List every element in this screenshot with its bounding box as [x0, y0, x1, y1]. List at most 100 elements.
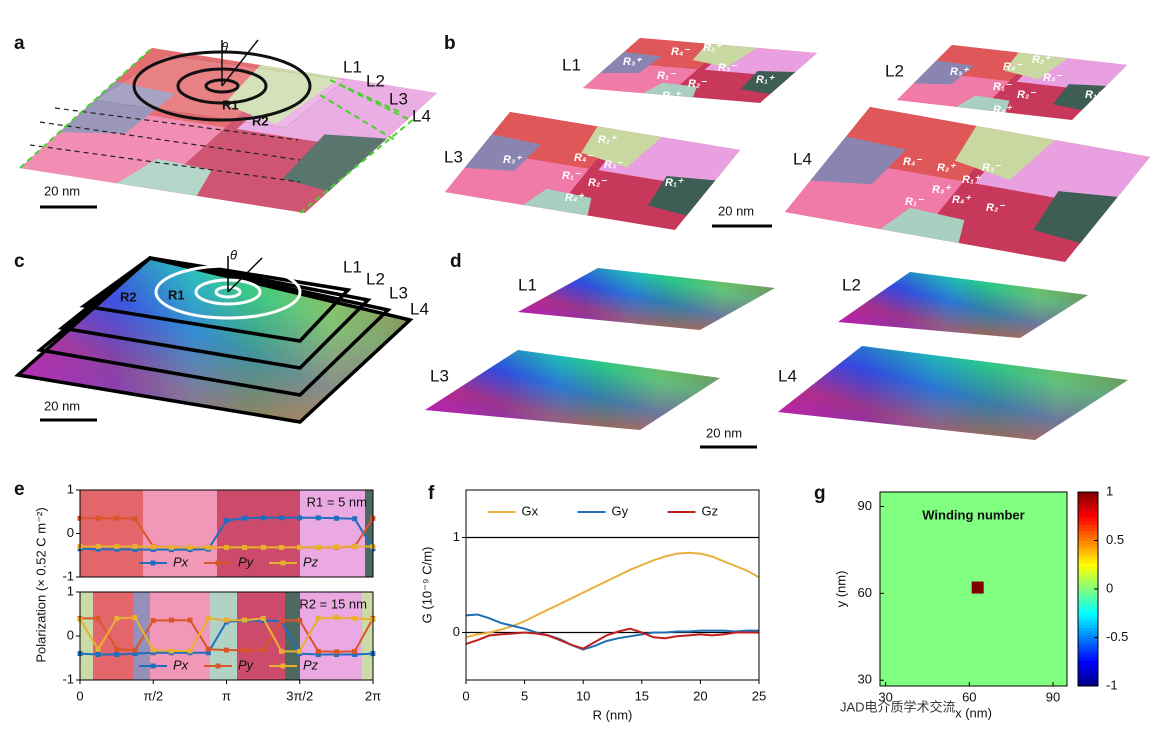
- point: [223, 544, 229, 550]
- panel-c: θ R1 R2 L1 L2 L3 L4 20 nm: [14, 247, 429, 424]
- colorbar-slice: [1078, 621, 1098, 626]
- colorbar-slice: [1078, 592, 1098, 596]
- colorbar-slice: [1078, 643, 1098, 648]
- x-axis-label: x (nm): [955, 705, 992, 720]
- legend-marker: [150, 560, 156, 566]
- point: [114, 546, 120, 552]
- region-label: R2: [252, 113, 269, 128]
- region-label: R₄⁺: [993, 104, 1012, 116]
- point: [260, 615, 266, 621]
- colorbar-slice: [1078, 546, 1098, 551]
- point: [187, 648, 193, 654]
- colorbar-slice: [1078, 653, 1098, 658]
- colorbar-slice: [1078, 624, 1098, 629]
- legend-label: Px: [173, 657, 189, 672]
- y-tick-label: 0: [67, 525, 74, 540]
- layer-label: L1: [343, 57, 362, 76]
- colorbar-slice: [1078, 666, 1098, 671]
- colorbar-tick-label: 0: [1106, 580, 1113, 595]
- colorbar-slice: [1078, 501, 1098, 506]
- point: [242, 617, 248, 623]
- colorbar-slice: [1078, 589, 1098, 593]
- colorbar-slice: [1078, 669, 1098, 674]
- panel-label: a: [14, 33, 25, 54]
- legend-label: Gx: [522, 503, 539, 518]
- panel-label: d: [450, 251, 462, 272]
- y-tick-label: 90: [858, 498, 872, 513]
- colorbar-slice: [1078, 631, 1098, 635]
- point: [132, 544, 138, 550]
- y-tick-label: 60: [858, 585, 872, 600]
- y-axis-label: y (nm): [833, 571, 848, 608]
- layer-label: L2: [885, 61, 904, 80]
- plot-frame: [465, 489, 760, 681]
- point: [168, 617, 174, 623]
- colorbar-slice: [1078, 682, 1098, 687]
- colorbar-slice: [1078, 563, 1098, 567]
- point: [297, 648, 303, 654]
- x-tick-label: 10: [576, 688, 590, 703]
- layer-label: L1: [343, 257, 362, 276]
- region-label: R₃⁻: [604, 159, 623, 171]
- colorbar-slice: [1078, 640, 1098, 645]
- point: [150, 618, 156, 624]
- region-label: R₃⁻: [1043, 72, 1062, 84]
- colorbar-slice: [1078, 634, 1098, 638]
- region-label: R₄⁻: [574, 152, 593, 164]
- colorbar-slice: [1078, 534, 1098, 538]
- point: [315, 515, 321, 521]
- x-tick-label: 2π: [365, 688, 381, 703]
- point: [114, 646, 120, 652]
- region-label: R₁⁺: [756, 74, 775, 86]
- theta: θ: [221, 39, 228, 54]
- legend-label: Gy: [612, 503, 629, 518]
- x-axis-label: R (nm): [593, 707, 633, 722]
- region-label: R₄⁺: [565, 192, 584, 204]
- region-label: R₁⁻: [993, 81, 1012, 93]
- point: [114, 544, 120, 550]
- series-line: [465, 613, 759, 651]
- chart-title: Winding number: [922, 507, 1024, 522]
- point: [223, 647, 229, 653]
- colorbar-slice: [1078, 576, 1098, 580]
- point: [352, 615, 358, 621]
- region-label: R₁⁻: [905, 196, 924, 208]
- y-tick-label: 1: [453, 529, 460, 544]
- point: [132, 547, 138, 553]
- panel-label: c: [14, 251, 25, 272]
- x-tick-label: 20: [693, 688, 707, 703]
- point: [333, 544, 339, 550]
- point: [242, 515, 248, 521]
- series-line: [465, 551, 760, 639]
- y-tick-label: 0: [453, 624, 460, 639]
- colorbar-slice: [1078, 566, 1098, 571]
- region-label: R₁⁺: [962, 174, 981, 186]
- point: [333, 515, 339, 521]
- colorbar-slice: [1078, 673, 1098, 677]
- series-line: [465, 627, 759, 650]
- region-label: R₄⁻: [1003, 61, 1022, 73]
- point: [95, 646, 101, 652]
- point: [95, 615, 101, 621]
- point: [187, 544, 193, 550]
- region-label: R₃⁻: [982, 162, 1001, 174]
- region-label: R₁⁻: [562, 170, 581, 182]
- colorbar-slice: [1078, 618, 1098, 622]
- legend-marker: [150, 663, 156, 669]
- point: [352, 516, 358, 522]
- colorbar-slice: [1078, 663, 1098, 668]
- colorbar-slice: [1078, 556, 1098, 561]
- colorbar-tick-label: -1: [1106, 677, 1118, 692]
- layer-label: L2: [366, 269, 385, 288]
- point: [297, 617, 303, 623]
- point: [114, 615, 120, 621]
- y-tick-label: 1: [67, 583, 74, 598]
- panel-label: e: [14, 479, 25, 500]
- region-label: R₂⁺: [937, 162, 956, 174]
- layer-label: L2: [842, 275, 861, 294]
- point: [150, 647, 156, 653]
- colorbar-slice: [1078, 550, 1098, 554]
- scale-label: 20 nm: [718, 203, 754, 218]
- point: [150, 650, 156, 656]
